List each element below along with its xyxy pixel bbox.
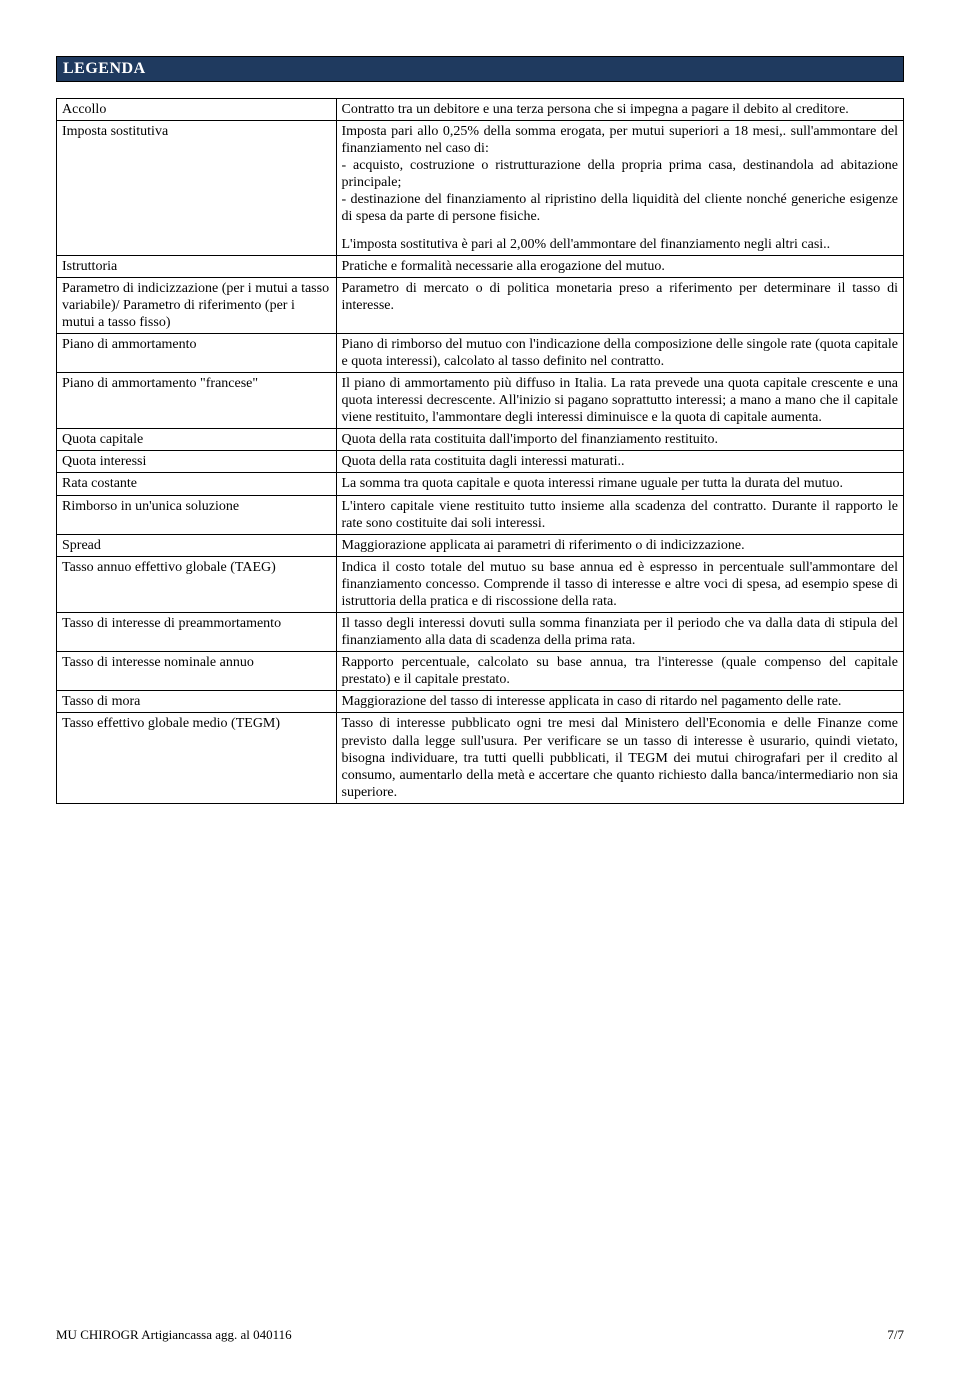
table-row: SpreadMaggiorazione applicata ai paramet…: [57, 534, 904, 556]
term-cell: Rata costante: [57, 473, 337, 495]
table-row: Rimborso in un'unica soluzioneL'intero c…: [57, 495, 904, 534]
table-row: Piano di ammortamentoPiano di rimborso d…: [57, 333, 904, 372]
term-cell: Tasso di interesse di preammortamento: [57, 613, 337, 652]
table-row: Imposta sostitutivaImposta pari allo 0,2…: [57, 121, 904, 256]
definition-cell: Imposta pari allo 0,25% della somma erog…: [336, 121, 904, 256]
term-cell: Quota interessi: [57, 451, 337, 473]
definition-cell: Maggiorazione applicata ai parametri di …: [336, 534, 904, 556]
table-row: Tasso annuo effettivo globale (TAEG)Indi…: [57, 556, 904, 612]
term-cell: Tasso di mora: [57, 691, 337, 713]
definition-cell: Maggiorazione del tasso di interesse app…: [336, 691, 904, 713]
term-cell: Tasso annuo effettivo globale (TAEG): [57, 556, 337, 612]
table-row: Quota interessiQuota della rata costitui…: [57, 451, 904, 473]
definition-cell: Quota della rata costituita dagli intere…: [336, 451, 904, 473]
term-cell: Rimborso in un'unica soluzione: [57, 495, 337, 534]
table-row: Piano di ammortamento "francese"Il piano…: [57, 373, 904, 429]
term-cell: Quota capitale: [57, 429, 337, 451]
definition-cell: Il tasso degli interessi dovuti sulla so…: [336, 613, 904, 652]
term-cell: Piano di ammortamento "francese": [57, 373, 337, 429]
term-cell: Tasso di interesse nominale annuo: [57, 652, 337, 691]
term-cell: Accollo: [57, 99, 337, 121]
table-row: Tasso effettivo globale medio (TEGM)Tass…: [57, 713, 904, 803]
footer-right: 7/7: [887, 1327, 904, 1343]
section-header-title: LEGENDA: [63, 60, 146, 77]
term-cell: Parametro di indicizzazione (per i mutui…: [57, 277, 337, 333]
table-row: Parametro di indicizzazione (per i mutui…: [57, 277, 904, 333]
footer-left: MU CHIROGR Artigiancassa agg. al 040116: [56, 1327, 292, 1343]
definition-cell: Tasso di interesse pubblicato ogni tre m…: [336, 713, 904, 803]
definition-cell: Pratiche e formalità necessarie alla ero…: [336, 255, 904, 277]
section-header: LEGENDA: [56, 56, 904, 82]
term-cell: Tasso effettivo globale medio (TEGM): [57, 713, 337, 803]
table-row: AccolloContratto tra un debitore e una t…: [57, 99, 904, 121]
definition-cell: Quota della rata costituita dall'importo…: [336, 429, 904, 451]
spacer: [56, 82, 904, 98]
term-cell: Istruttoria: [57, 255, 337, 277]
definition-cell: Il piano di ammortamento più diffuso in …: [336, 373, 904, 429]
definition-cell: Rapporto percentuale, calcolato su base …: [336, 652, 904, 691]
term-cell: Spread: [57, 534, 337, 556]
legend-table: AccolloContratto tra un debitore e una t…: [56, 98, 904, 804]
document-page: LEGENDA AccolloContratto tra un debitore…: [0, 0, 960, 1383]
table-row: Quota capitaleQuota della rata costituit…: [57, 429, 904, 451]
term-cell: Imposta sostitutiva: [57, 121, 337, 256]
legend-table-body: AccolloContratto tra un debitore e una t…: [57, 99, 904, 804]
definition-cell: L'intero capitale viene restituito tutto…: [336, 495, 904, 534]
table-row: IstruttoriaPratiche e formalità necessar…: [57, 255, 904, 277]
table-row: Rata costanteLa somma tra quota capitale…: [57, 473, 904, 495]
table-row: Tasso di interesse nominale annuoRapport…: [57, 652, 904, 691]
table-row: Tasso di interesse di preammortamentoIl …: [57, 613, 904, 652]
definition-cell: La somma tra quota capitale e quota inte…: [336, 473, 904, 495]
definition-cell: Contratto tra un debitore e una terza pe…: [336, 99, 904, 121]
definition-cell: Indica il costo totale del mutuo su base…: [336, 556, 904, 612]
table-row: Tasso di moraMaggiorazione del tasso di …: [57, 691, 904, 713]
definition-paragraph: L'imposta sostitutiva è pari al 2,00% de…: [342, 236, 899, 253]
definition-paragraph: Imposta pari allo 0,25% della somma erog…: [342, 123, 899, 225]
definition-cell: Parametro di mercato o di politica monet…: [336, 277, 904, 333]
page-footer: MU CHIROGR Artigiancassa agg. al 040116 …: [56, 1327, 904, 1343]
definition-cell: Piano di rimborso del mutuo con l'indica…: [336, 333, 904, 372]
term-cell: Piano di ammortamento: [57, 333, 337, 372]
